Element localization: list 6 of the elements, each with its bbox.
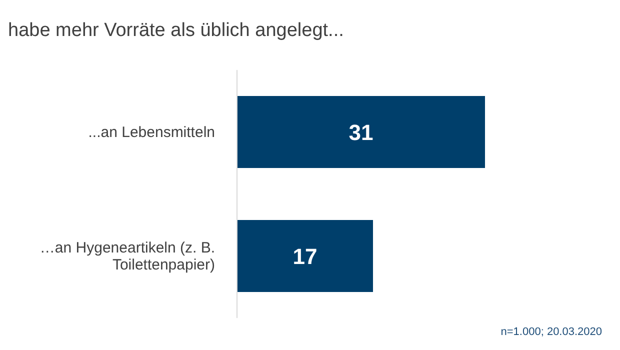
y-tick-label: …an Hygeneartikeln (z. B. Toilettenpapier): [40, 239, 216, 273]
data-label: 17: [292, 244, 318, 269]
y-tick-label: ...an Lebensmitteln: [88, 124, 215, 140]
chart-title: habe mehr Vorräte als üblich angelegt...: [8, 20, 344, 42]
text: n=1.000; 20.03.2020: [500, 326, 602, 338]
data-label: 31: [348, 120, 374, 145]
